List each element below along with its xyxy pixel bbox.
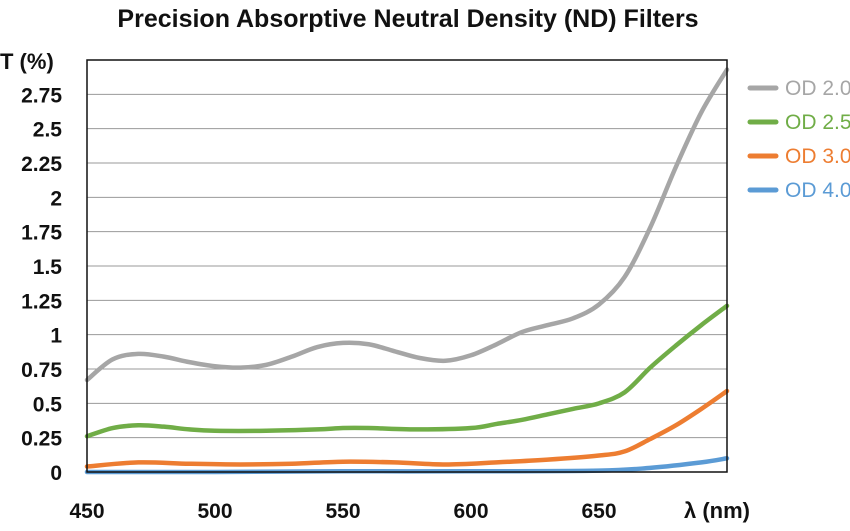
y-tick-label: 1.25 [21,290,62,313]
legend-item: OD 2.0 [747,77,850,100]
legend: OD 2.0 OD 2.5 OD 3.0 OD 4.0 [747,77,850,202]
y-tick-label: 2.75 [21,84,62,107]
x-axis-ticks: 450 500 550 600 650 [69,500,616,523]
y-tick-label: 0.75 [21,359,62,382]
x-tick-label: 500 [197,500,232,523]
series-line-od-2-5 [84,303,730,439]
grid-lines [87,93,727,439]
y-tick-label: 0.5 [33,393,63,416]
legend-label: OD 3.0 [785,145,850,168]
legend-item: OD 2.5 [747,111,850,134]
series-line-od-3-0 [84,388,730,469]
y-tick-label: 1.75 [21,222,62,245]
legend-item: OD 3.0 [747,145,850,168]
y-tick-label: 2.5 [33,119,63,142]
x-tick-label: 450 [69,500,104,523]
plot-frame [86,59,728,473]
chart-title: Precision Absorptive Neutral Density (ND… [117,5,698,33]
y-axis-ticks: 0 0.25 0.5 0.75 1 1.25 1.5 1.75 2 2.25 2.5 2.75 [21,84,62,485]
series-line-od-2-0 [84,67,730,383]
series-lines [84,67,730,475]
y-tick-label: 2.25 [21,153,62,176]
x-tick-label: 650 [581,500,616,523]
legend-item: OD 4.0 [747,179,850,202]
legend-label: OD 2.0 [785,77,850,100]
y-tick-label: 0 [50,462,62,485]
y-tick-label: 1 [50,325,62,348]
x-tick-label: 600 [453,500,488,523]
x-axis-label: λ (nm) [684,498,750,523]
legend-label: OD 2.5 [785,111,850,134]
legend-label: OD 4.0 [785,179,850,202]
y-tick-label: 2 [50,187,62,210]
y-axis-label: T (%) [0,49,54,74]
y-tick-label: 0.25 [21,428,62,451]
y-tick-label: 1.5 [33,256,63,279]
x-tick-label: 550 [325,500,360,523]
